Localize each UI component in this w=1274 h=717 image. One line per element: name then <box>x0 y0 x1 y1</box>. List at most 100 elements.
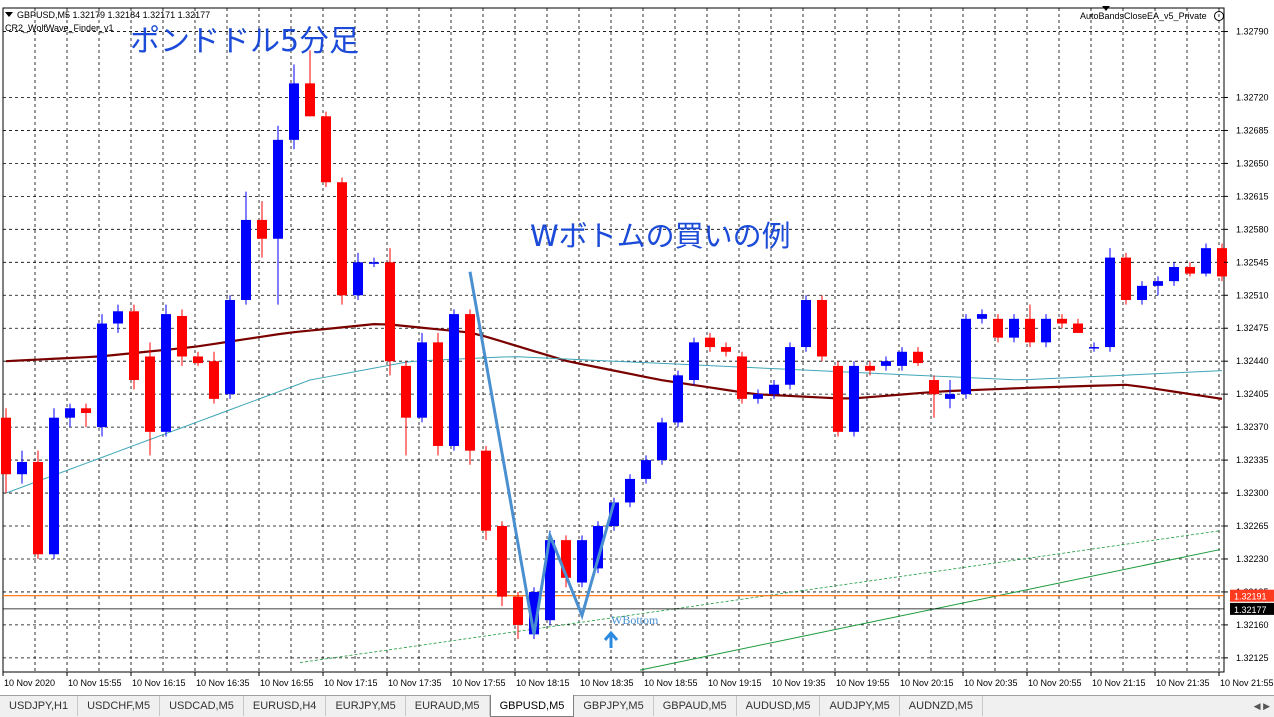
candle-body <box>977 314 987 319</box>
dropdown-triangle-icon <box>5 12 13 17</box>
candle-body <box>401 365 411 418</box>
price-label: 1.32475 <box>1236 323 1269 333</box>
candle-body <box>1089 347 1099 349</box>
candle-body <box>1169 267 1179 282</box>
candle-body <box>209 361 219 399</box>
candle-body <box>1121 257 1131 300</box>
tab-audusd-m5[interactable]: AUDUSD,M5 <box>737 696 821 716</box>
candle-body <box>257 219 267 239</box>
candle-body <box>33 461 43 555</box>
candle-body <box>593 526 603 569</box>
candle-body <box>785 347 795 385</box>
candle-body <box>321 116 331 183</box>
price-label: 1.32545 <box>1236 257 1269 267</box>
chart-area[interactable]: 1.32790 1.32720 1.32685 1.32650 1.32615 1.325… <box>0 0 1274 695</box>
ea-triangle-icon <box>1102 6 1110 11</box>
candle-body <box>705 337 715 348</box>
candle-body <box>561 540 571 578</box>
candle-body <box>1025 318 1035 343</box>
time-label: 10 Nov 2020 <box>4 678 55 688</box>
candle-body <box>1153 281 1163 286</box>
time-label: 10 Nov 17:15 <box>324 678 378 688</box>
candle-body <box>641 460 651 479</box>
candle-body <box>945 394 955 399</box>
tab-audjpy-m5[interactable]: AUDJPY,M5 <box>820 696 900 716</box>
candle-body <box>193 356 203 364</box>
tab-gbpjpy-m5[interactable]: GBPJPY,M5 <box>574 696 654 716</box>
price-label: 1.32335 <box>1236 455 1269 465</box>
tab-euraud-m5[interactable]: EURAUD,M5 <box>406 696 490 716</box>
tab-gbpusd-m5[interactable]: GBPUSD,M5 <box>489 695 575 717</box>
candle-body <box>721 347 731 352</box>
tab-scroll-arrows[interactable]: ◀ ▶ <box>1253 701 1270 711</box>
candle-body <box>1137 285 1147 300</box>
candle-body <box>417 342 427 418</box>
wbottom-label: WBottom <box>611 613 659 627</box>
time-label: 10 Nov 16:35 <box>196 678 250 688</box>
candle-body <box>625 478 635 503</box>
candle-body <box>513 596 523 625</box>
time-label: 10 Nov 19:15 <box>708 678 762 688</box>
price-label: 1.32615 <box>1236 191 1269 201</box>
candle-body <box>481 450 491 531</box>
time-label: 10 Nov 18:15 <box>516 678 570 688</box>
candle-body <box>689 342 699 381</box>
symbol-info: GBPUSD,M5 1.32179 1.32184 1.32171 1.3217… <box>17 10 210 20</box>
buy-arrow-icon <box>603 630 619 648</box>
candle-body <box>609 502 619 527</box>
candle-body <box>1185 267 1195 274</box>
candle-body <box>129 311 139 381</box>
price-marker-black <box>1230 602 1274 615</box>
candle-body <box>465 314 475 451</box>
tab-eurjpy-m5[interactable]: EURJPY,M5 <box>326 696 406 716</box>
candle-body <box>897 351 907 366</box>
candle-body <box>65 408 75 418</box>
candle-body <box>961 318 971 395</box>
price-chart[interactable]: 1.32790 1.32720 1.32685 1.32650 1.32615 1.325… <box>0 0 1274 695</box>
tab-gbpaud-m5[interactable]: GBPAUD,M5 <box>654 696 737 716</box>
tab-usdcad-m5[interactable]: USDCAD,M5 <box>160 696 244 716</box>
candle-body <box>817 299 827 357</box>
time-label: 10 Nov 16:15 <box>132 678 186 688</box>
chart-title-annotation: ポンドドル5分足 <box>130 24 359 59</box>
candle-body <box>161 314 171 432</box>
time-label: 10 Nov 21:15 <box>1092 678 1146 688</box>
time-label: 10 Nov 20:15 <box>900 678 954 688</box>
candle-body <box>753 394 763 399</box>
candle-body <box>801 299 811 348</box>
time-label: 10 Nov 15:55 <box>68 678 122 688</box>
example-annotation: Wボトムの買いの例 <box>530 219 791 253</box>
price-label: 1.32510 <box>1236 290 1269 300</box>
tab-audnzd-m5[interactable]: AUDNZD,M5 <box>900 696 983 716</box>
moving-average-mid <box>5 356 1223 494</box>
candle-body <box>769 384 779 395</box>
candle-body <box>993 318 1003 338</box>
candle-body <box>1201 248 1211 274</box>
trend-line-green-dashed <box>299 530 1221 663</box>
tab-usdjpy-h1[interactable]: USDJPY,H1 <box>0 696 79 716</box>
candle-body <box>81 408 91 413</box>
candle-body <box>369 262 379 264</box>
price-marker-red-label: 1.32191 <box>1234 592 1267 602</box>
tab-usdchf-m5[interactable]: USDCHF,M5 <box>78 696 161 716</box>
plot-frame <box>2 7 1225 673</box>
candle-body <box>145 356 155 432</box>
smiley-icon <box>1214 11 1224 21</box>
candle-body <box>49 417 59 555</box>
price-label: 1.32790 <box>1236 27 1269 37</box>
candle-body <box>497 526 507 597</box>
candle-body <box>673 375 683 423</box>
candle-body <box>577 540 587 583</box>
tab-eurusd-h4[interactable]: EURUSD,H4 <box>244 696 327 716</box>
time-label: 10 Nov 18:55 <box>644 678 698 688</box>
candle-body <box>225 299 235 395</box>
time-label: 10 Nov 20:35 <box>964 678 1018 688</box>
candle-body <box>657 422 667 461</box>
candle-body <box>353 262 363 296</box>
time-label: 10 Nov 21:55 <box>1220 678 1274 688</box>
candle-body <box>1073 323 1083 333</box>
candle-body <box>849 365 859 432</box>
moving-average-long <box>5 323 1223 400</box>
candle-body <box>833 365 843 432</box>
candle-body <box>337 182 347 296</box>
